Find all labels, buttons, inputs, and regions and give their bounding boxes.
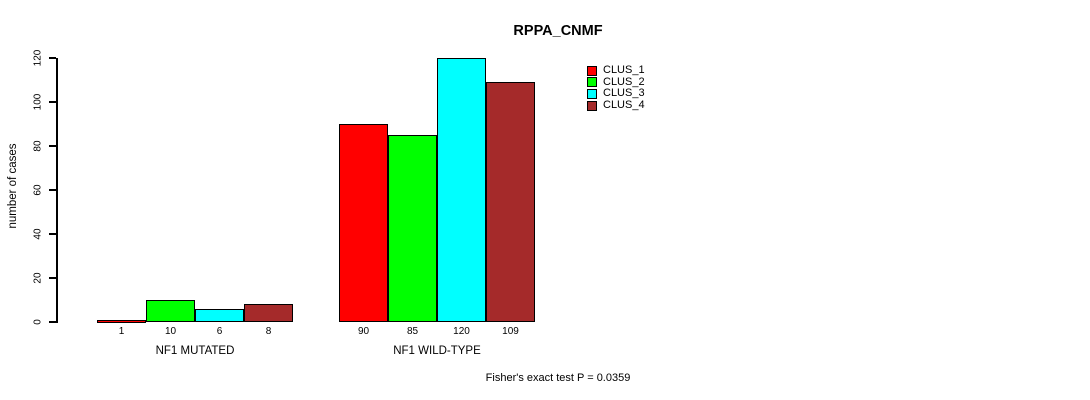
footnote: Fisher's exact test P = 0.0359	[485, 372, 631, 384]
legend-label: CLUS_4	[603, 99, 645, 112]
y-axis-tick	[49, 101, 56, 103]
legend-item-clus-4: CLUS_4	[587, 100, 645, 112]
y-tick-label: 120	[32, 49, 44, 67]
chart-title: RPPA_CNMF	[513, 23, 603, 39]
legend-item-clus-3: CLUS_3	[587, 88, 645, 100]
legend-label: CLUS_1	[603, 64, 645, 76]
legend-item-clus-2: CLUS_2	[587, 76, 645, 88]
bar-value-label: 1	[118, 326, 125, 337]
bar-clus-3-nf1-mutated	[195, 308, 244, 322]
bar-clus-1-nf1-wild-type	[339, 124, 388, 322]
bar-clus-3-nf1-wild-type	[437, 58, 486, 322]
legend-label: CLUS_2	[603, 75, 645, 88]
bar-clus-4-nf1-wild-type	[486, 82, 535, 322]
bar-clus-2-nf1-wild-type	[388, 135, 437, 322]
bar-value-label: 109	[502, 326, 519, 337]
bar-value-label: 8	[265, 326, 272, 337]
y-tick-label: 80	[32, 140, 44, 152]
legend-label: CLUS_3	[603, 87, 645, 100]
bar-value-label: 6	[216, 326, 223, 337]
y-axis-tick	[49, 57, 56, 59]
legend-swatch	[587, 77, 597, 88]
y-axis-tick	[49, 145, 56, 147]
bar-value-label: 120	[453, 326, 470, 337]
y-tick-label: 20	[32, 272, 44, 284]
legend-item-clus-1: CLUS_1	[587, 65, 645, 77]
y-axis-tick	[49, 321, 56, 323]
bar-value-label: 90	[357, 326, 370, 337]
x-group-label-nf1-wild-type: NF1 WILD-TYPE	[393, 345, 481, 357]
x-group-label-nf1-mutated: NF1 MUTATED	[155, 345, 235, 357]
legend-swatch	[587, 65, 597, 76]
y-axis-tick	[49, 189, 56, 191]
bar-clus-1-nf1-mutated	[97, 319, 146, 323]
y-axis-line	[56, 58, 58, 323]
bar-value-label: 10	[164, 326, 177, 337]
y-axis-tick	[49, 277, 56, 279]
y-tick-label: 40	[32, 228, 44, 240]
y-axis-tick	[49, 233, 56, 235]
bar-value-label: 85	[406, 326, 419, 337]
bar-clus-2-nf1-mutated	[146, 300, 195, 322]
legend-swatch	[587, 88, 597, 99]
legend-swatch	[587, 100, 597, 111]
y-tick-label: 100	[32, 93, 44, 111]
bar-clus-4-nf1-mutated	[244, 304, 293, 322]
y-tick-label: 0	[32, 319, 44, 325]
y-tick-label: 60	[32, 184, 44, 196]
